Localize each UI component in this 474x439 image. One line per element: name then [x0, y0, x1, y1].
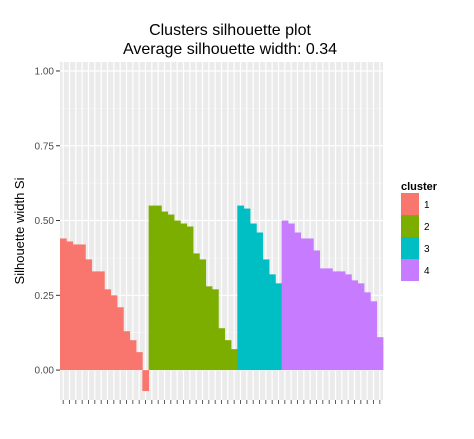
- x-axis-ticks: [62, 400, 381, 404]
- bar-cluster-4: [281, 220, 289, 371]
- bar-cluster-4: [326, 268, 333, 371]
- legend-key-4: [401, 259, 419, 281]
- bar-cluster-1: [85, 259, 93, 371]
- bar-cluster-3: [250, 223, 257, 371]
- y-tick-label: 0.75: [35, 141, 55, 152]
- bar-cluster-3: [262, 259, 270, 371]
- legend-title: cluster: [401, 181, 438, 193]
- bar-cluster-2: [174, 220, 181, 371]
- bar-cluster-3: [237, 205, 245, 371]
- bar-cluster-2: [161, 211, 169, 371]
- bar-cluster-4: [300, 238, 308, 371]
- legend-label: 2: [424, 222, 430, 233]
- bar-cluster-4: [288, 223, 295, 371]
- bar-cluster-2: [231, 349, 238, 371]
- bar-cluster-3: [243, 208, 251, 371]
- y-tick-label: 0.00: [35, 366, 55, 377]
- bar-cluster-3: [256, 232, 264, 371]
- bar-cluster-4: [307, 238, 314, 371]
- bar-cluster-4: [364, 292, 371, 371]
- bar-cluster-4: [357, 283, 365, 371]
- bar-cluster-2: [205, 286, 213, 371]
- bar-cluster-4: [351, 280, 359, 371]
- bar-cluster-1: [136, 352, 143, 371]
- chart-subtitle: Average silhouette width: 0.34: [123, 41, 337, 58]
- bar-cluster-1: [72, 244, 80, 371]
- bar-cluster-3: [275, 283, 283, 371]
- bar-cluster-4: [313, 250, 321, 371]
- legend-label: 4: [424, 266, 430, 277]
- y-tick-label: 1.00: [35, 66, 55, 77]
- bar-cluster-2: [148, 205, 156, 371]
- legend-key-2: [401, 215, 419, 237]
- bar-cluster-1: [110, 295, 118, 371]
- bars: [60, 205, 384, 392]
- bar-cluster-4: [294, 232, 302, 371]
- chart-title: Clusters silhouette plot: [149, 22, 311, 39]
- legend: cluster 1 2 3 4: [401, 181, 438, 281]
- bar-cluster-1: [142, 370, 150, 392]
- legend-key-3: [401, 237, 419, 259]
- bar-cluster-3: [269, 274, 276, 371]
- bar-cluster-4: [319, 268, 327, 371]
- bar-cluster-1: [79, 244, 86, 371]
- bar-cluster-1: [60, 238, 67, 371]
- bar-cluster-2: [180, 223, 188, 371]
- bar-cluster-4: [332, 271, 340, 371]
- y-axis-title: Silhouette width Si: [12, 177, 27, 284]
- bar-cluster-2: [212, 289, 219, 371]
- legend-key-1: [401, 193, 419, 215]
- bar-cluster-1: [98, 271, 105, 371]
- bar-cluster-2: [218, 328, 226, 371]
- legend-label: 3: [424, 244, 430, 255]
- bar-cluster-4: [376, 337, 384, 371]
- bar-cluster-1: [123, 331, 131, 371]
- legend-items: 1 2 3 4: [401, 193, 430, 281]
- bar-cluster-2: [199, 259, 207, 371]
- bar-cluster-1: [104, 289, 112, 371]
- y-axis-ticks: 0.00 0.25 0.50 0.75 1.00: [35, 66, 60, 377]
- bar-cluster-1: [91, 271, 99, 371]
- bar-cluster-2: [167, 214, 175, 371]
- legend-label: 1: [424, 200, 430, 211]
- bar-cluster-4: [338, 271, 346, 371]
- bar-cluster-4: [370, 301, 378, 371]
- bar-cluster-1: [66, 241, 74, 371]
- y-tick-label: 0.25: [35, 291, 55, 302]
- y-tick-label: 0.50: [35, 216, 55, 227]
- bar-cluster-1: [117, 307, 124, 371]
- bar-cluster-2: [193, 253, 200, 371]
- bar-cluster-2: [224, 340, 232, 371]
- bar-cluster-1: [129, 340, 137, 371]
- bar-cluster-2: [155, 205, 162, 371]
- bar-cluster-4: [345, 274, 352, 371]
- bar-cluster-2: [186, 226, 194, 371]
